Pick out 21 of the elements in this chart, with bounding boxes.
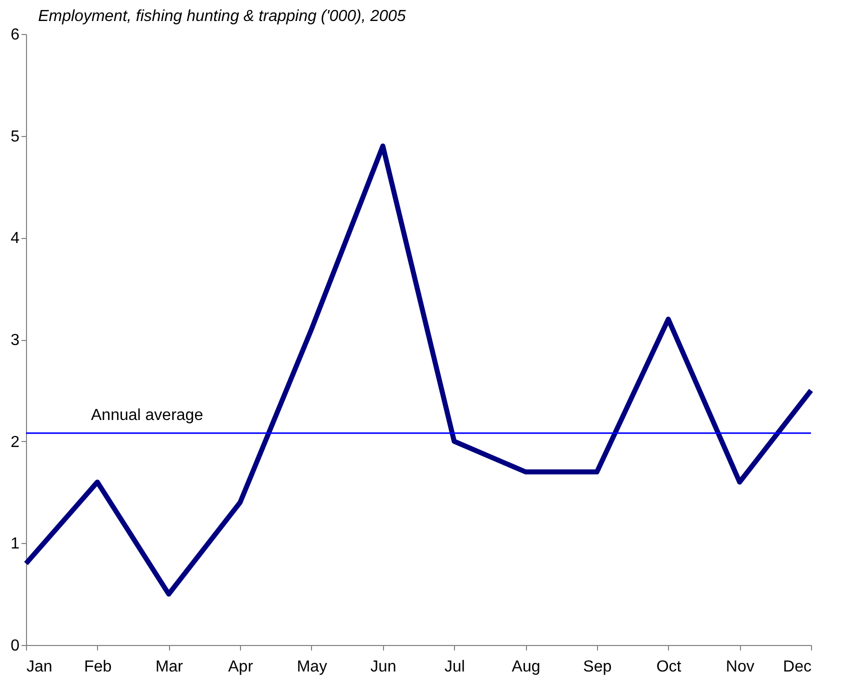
x-tick-label: Dec xyxy=(783,658,812,676)
x-tick-label: Nov xyxy=(726,658,754,676)
y-tick-label: 4 xyxy=(10,230,20,248)
y-tick-label: 1 xyxy=(10,536,20,553)
x-tick-label: Oct xyxy=(656,658,682,676)
x-tick-label: Feb xyxy=(84,658,112,676)
x-tick-label: Apr xyxy=(228,658,254,676)
y-tick-label: 6 xyxy=(10,26,20,44)
y-tick-label: 0 xyxy=(10,638,20,654)
chart-title: Employment, fishing hunting & trapping ('000), 2005 xyxy=(38,8,406,25)
x-tick-label: Mar xyxy=(155,658,184,676)
x-tick-label: May xyxy=(296,658,328,676)
y-tick-label: 3 xyxy=(10,332,20,349)
x-tick-label: Jan xyxy=(26,658,52,676)
x-tick-label: Jul xyxy=(444,658,465,676)
y-tick-label: 5 xyxy=(10,128,20,146)
x-tick-label: Sep xyxy=(583,658,612,676)
x-tick-label: Aug xyxy=(512,658,540,676)
ref-line-label: Annual average xyxy=(91,407,204,424)
y-tick-label: 2 xyxy=(10,434,20,451)
x-tick-label: Jun xyxy=(370,658,396,676)
